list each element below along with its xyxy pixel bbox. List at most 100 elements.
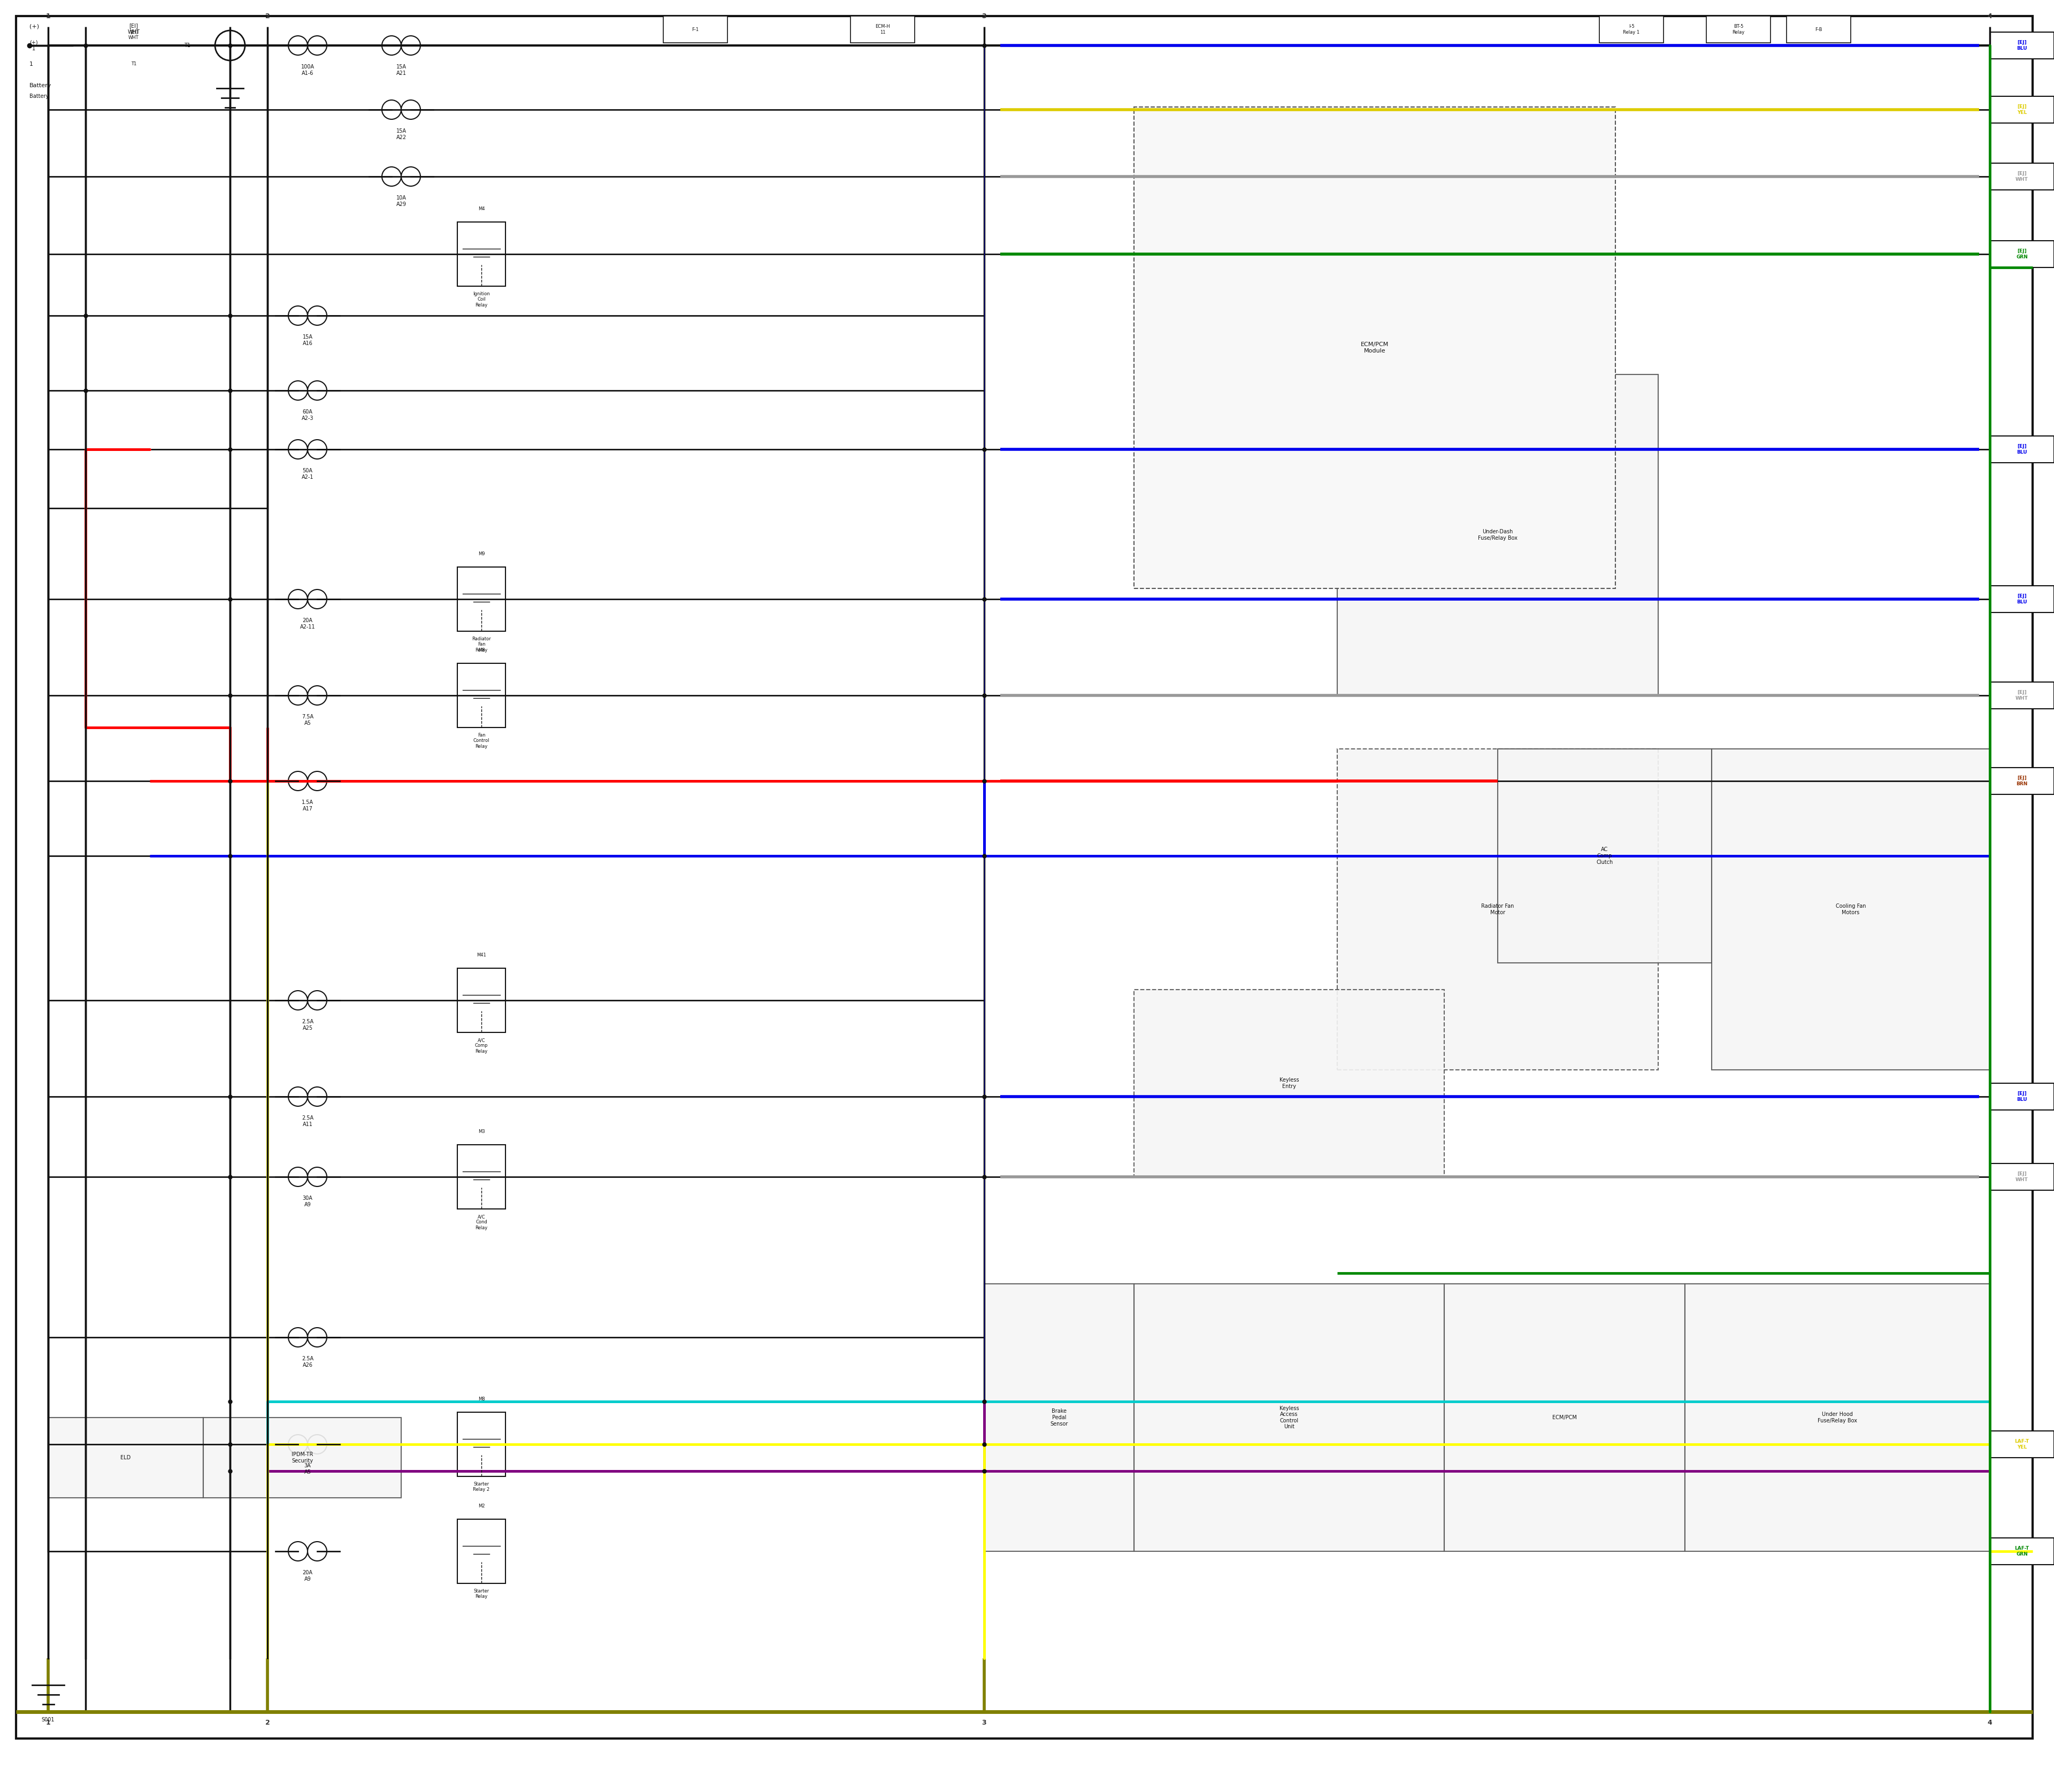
Bar: [458, 1412, 505, 1477]
Text: 1: 1: [45, 1719, 51, 1726]
Text: 3: 3: [982, 1719, 986, 1726]
Bar: [1990, 240, 2054, 267]
Bar: [458, 968, 505, 1032]
Text: 4: 4: [1988, 1719, 1992, 1726]
Text: I-5
Relay 1: I-5 Relay 1: [1623, 25, 1639, 34]
Text: BT-5
Relay: BT-5 Relay: [1732, 25, 1744, 34]
Bar: [458, 1145, 505, 1210]
Text: 2: 2: [265, 1719, 269, 1726]
Text: Battery: Battery: [29, 93, 49, 99]
Text: LAF-T
GRN: LAF-T GRN: [2015, 1546, 2029, 1557]
Text: ECM/PCM: ECM/PCM: [1553, 1416, 1577, 1421]
Text: (+): (+): [29, 23, 39, 29]
Text: M4: M4: [479, 206, 485, 211]
Text: 20A
A9: 20A A9: [302, 1570, 312, 1582]
Text: [EJ]
YEL: [EJ] YEL: [2017, 104, 2027, 115]
Bar: [1990, 1432, 2054, 1457]
Bar: [1684, 1283, 1990, 1552]
Bar: [1134, 989, 1444, 1177]
Text: [EJ]
BLU: [EJ] BLU: [2017, 1091, 2027, 1102]
Text: A/C
Cond
Relay: A/C Cond Relay: [474, 1215, 487, 1231]
Bar: [1990, 32, 2054, 59]
Text: [EJ]
BLU: [EJ] BLU: [2017, 39, 2027, 50]
Bar: [1990, 97, 2054, 124]
Text: 2.5A
A11: 2.5A A11: [302, 1115, 314, 1127]
Text: [EJ]
WHT: [EJ] WHT: [2015, 1172, 2027, 1183]
Bar: [1600, 16, 1664, 43]
Bar: [458, 663, 505, 728]
Text: Battery: Battery: [29, 82, 51, 88]
Text: 15A
A21: 15A A21: [396, 65, 407, 75]
Text: 3A
A5: 3A A5: [304, 1462, 310, 1475]
Bar: [458, 566, 505, 631]
Text: Under Hood
Fuse/Relay Box: Under Hood Fuse/Relay Box: [1818, 1412, 1857, 1423]
Bar: [458, 222, 505, 287]
Bar: [1990, 1163, 2054, 1190]
Text: ELD: ELD: [121, 1455, 131, 1460]
Bar: [1711, 749, 1990, 1070]
Text: [EJ]
BLU: [EJ] BLU: [2017, 593, 2027, 604]
Text: 50A
A2-1: 50A A2-1: [302, 468, 314, 480]
Text: Under-Dash
Fuse/Relay Box: Under-Dash Fuse/Relay Box: [1479, 529, 1518, 541]
Text: [EJ]
BRN: [EJ] BRN: [2017, 776, 2027, 787]
Text: 1.5A
A17: 1.5A A17: [302, 799, 314, 812]
Text: Starter
Relay 2: Starter Relay 2: [472, 1482, 489, 1493]
Text: [EI]
WHT: [EI] WHT: [129, 30, 140, 39]
Text: F-1: F-1: [692, 27, 698, 32]
Text: Radiator Fan
Motor: Radiator Fan Motor: [1481, 903, 1514, 916]
Text: M8: M8: [479, 647, 485, 652]
Bar: [1134, 1283, 1444, 1552]
Text: S001: S001: [41, 1717, 55, 1722]
Text: 4: 4: [1988, 13, 1992, 20]
Text: IPDM-TR
Security: IPDM-TR Security: [292, 1452, 312, 1464]
Text: 15A
A22: 15A A22: [396, 129, 407, 140]
Text: 7.5A
A5: 7.5A A5: [302, 715, 314, 726]
Text: Brake
Pedal
Sensor: Brake Pedal Sensor: [1050, 1409, 1068, 1426]
Text: [EJ]
BLU: [EJ] BLU: [2017, 444, 2027, 455]
Bar: [1134, 108, 1614, 588]
Bar: [458, 1520, 505, 1584]
Bar: [1337, 749, 1658, 1070]
Text: [EJ]
GRN: [EJ] GRN: [2017, 249, 2027, 260]
Text: M8: M8: [479, 1396, 485, 1401]
Bar: [850, 16, 914, 43]
Text: Keyless
Entry: Keyless Entry: [1280, 1077, 1298, 1090]
Bar: [1707, 16, 1771, 43]
Bar: [203, 1417, 401, 1498]
Text: 60A
A2-3: 60A A2-3: [302, 409, 314, 421]
Bar: [1990, 683, 2054, 710]
Text: AC
Comp
Clutch: AC Comp Clutch: [1596, 848, 1612, 866]
Text: 2.5A
A25: 2.5A A25: [302, 1020, 314, 1030]
Bar: [663, 16, 727, 43]
Text: Ignition
Coil
Relay: Ignition Coil Relay: [472, 292, 491, 308]
Bar: [1497, 749, 1711, 962]
Text: 15A
A16: 15A A16: [302, 335, 312, 346]
Bar: [1990, 435, 2054, 462]
Text: 30A
A9: 30A A9: [302, 1195, 312, 1208]
Text: M3: M3: [479, 1129, 485, 1134]
Text: Keyless
Access
Control
Unit: Keyless Access Control Unit: [1280, 1405, 1298, 1430]
Bar: [1990, 1538, 2054, 1564]
Text: T1: T1: [131, 61, 136, 66]
Text: (+)
1: (+) 1: [29, 39, 37, 52]
Text: T1: T1: [185, 43, 191, 48]
Bar: [1444, 1283, 1684, 1552]
Bar: [1337, 375, 1658, 695]
Text: Fan
Control
Relay: Fan Control Relay: [472, 733, 489, 749]
Text: Cooling Fan
Motors: Cooling Fan Motors: [1836, 903, 1865, 916]
Text: 1: 1: [29, 61, 33, 66]
Bar: [1990, 163, 2054, 190]
Text: F-B: F-B: [1816, 27, 1822, 32]
Text: 10A
A29: 10A A29: [396, 195, 407, 206]
Bar: [47, 1417, 203, 1498]
Text: M41: M41: [477, 953, 487, 957]
Text: Starter
Relay: Starter Relay: [474, 1590, 489, 1598]
Text: 2.5A
A26: 2.5A A26: [302, 1357, 314, 1367]
Bar: [1990, 586, 2054, 613]
Bar: [1787, 16, 1851, 43]
Text: [EI]
WHT: [EI] WHT: [127, 23, 140, 34]
Text: A/C
Comp
Relay: A/C Comp Relay: [474, 1038, 489, 1054]
Text: Radiator
Fan
Relay: Radiator Fan Relay: [472, 636, 491, 652]
Bar: [984, 1283, 1134, 1552]
Text: 20A
A2-11: 20A A2-11: [300, 618, 314, 629]
